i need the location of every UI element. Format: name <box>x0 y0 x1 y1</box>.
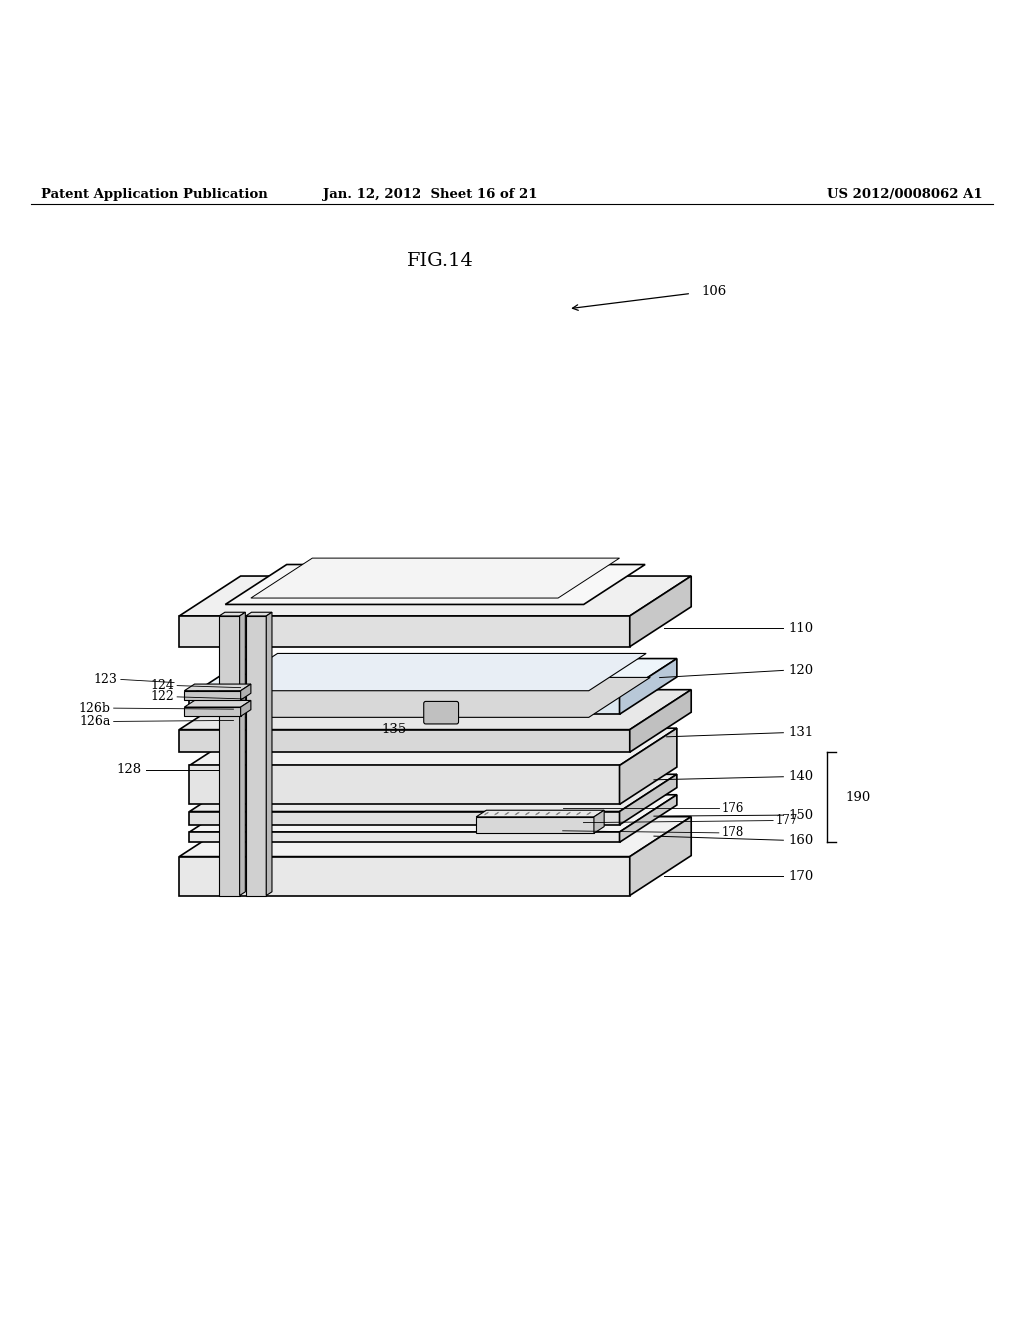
Polygon shape <box>179 857 630 895</box>
Polygon shape <box>179 616 630 647</box>
Polygon shape <box>630 576 691 647</box>
Polygon shape <box>219 616 240 895</box>
Polygon shape <box>620 729 677 804</box>
Polygon shape <box>620 775 677 825</box>
Polygon shape <box>189 766 620 804</box>
Text: 140: 140 <box>788 771 814 783</box>
FancyBboxPatch shape <box>424 701 459 723</box>
Text: 176: 176 <box>722 801 744 814</box>
Polygon shape <box>179 730 630 752</box>
Text: FIG.14: FIG.14 <box>407 252 474 269</box>
Polygon shape <box>179 689 691 730</box>
Text: 123: 123 <box>94 673 118 686</box>
Polygon shape <box>219 612 246 616</box>
Polygon shape <box>240 612 246 895</box>
Text: US 2012/0008062 A1: US 2012/0008062 A1 <box>827 187 983 201</box>
Text: 106: 106 <box>701 285 727 298</box>
Text: 131: 131 <box>788 726 814 739</box>
Text: Patent Application Publication: Patent Application Publication <box>41 187 267 201</box>
Polygon shape <box>179 817 691 857</box>
Polygon shape <box>476 810 604 817</box>
Polygon shape <box>620 659 677 714</box>
Text: 110: 110 <box>788 622 814 635</box>
Polygon shape <box>189 729 677 766</box>
Polygon shape <box>630 689 691 752</box>
Polygon shape <box>476 817 594 833</box>
Polygon shape <box>246 612 272 616</box>
Text: 190: 190 <box>846 791 871 804</box>
Text: 128: 128 <box>116 763 141 776</box>
Polygon shape <box>189 775 677 812</box>
Text: 120: 120 <box>788 664 814 677</box>
Polygon shape <box>189 696 620 714</box>
Text: 170: 170 <box>788 870 814 883</box>
Polygon shape <box>246 616 266 895</box>
Polygon shape <box>189 812 620 825</box>
Polygon shape <box>189 659 677 696</box>
Polygon shape <box>594 810 604 833</box>
Text: 150: 150 <box>788 809 814 821</box>
Polygon shape <box>630 817 691 895</box>
Polygon shape <box>189 832 620 842</box>
Polygon shape <box>266 612 272 895</box>
Polygon shape <box>620 795 677 842</box>
Polygon shape <box>189 795 677 832</box>
Polygon shape <box>184 701 251 708</box>
Polygon shape <box>184 708 241 717</box>
Polygon shape <box>225 565 645 605</box>
Text: 160: 160 <box>788 834 814 846</box>
Polygon shape <box>220 653 646 690</box>
Polygon shape <box>220 677 650 717</box>
Text: 126a: 126a <box>79 715 111 727</box>
Text: 178: 178 <box>722 826 744 840</box>
Text: 177: 177 <box>775 814 798 828</box>
Text: 126b: 126b <box>79 702 111 714</box>
Polygon shape <box>251 558 620 598</box>
Polygon shape <box>184 684 251 690</box>
Polygon shape <box>184 690 241 700</box>
Text: 124: 124 <box>151 678 174 692</box>
Polygon shape <box>241 701 251 717</box>
Text: Jan. 12, 2012  Sheet 16 of 21: Jan. 12, 2012 Sheet 16 of 21 <box>323 187 538 201</box>
Text: 135: 135 <box>382 723 407 735</box>
Polygon shape <box>241 684 251 700</box>
Text: 122: 122 <box>151 690 174 704</box>
Polygon shape <box>179 576 691 616</box>
